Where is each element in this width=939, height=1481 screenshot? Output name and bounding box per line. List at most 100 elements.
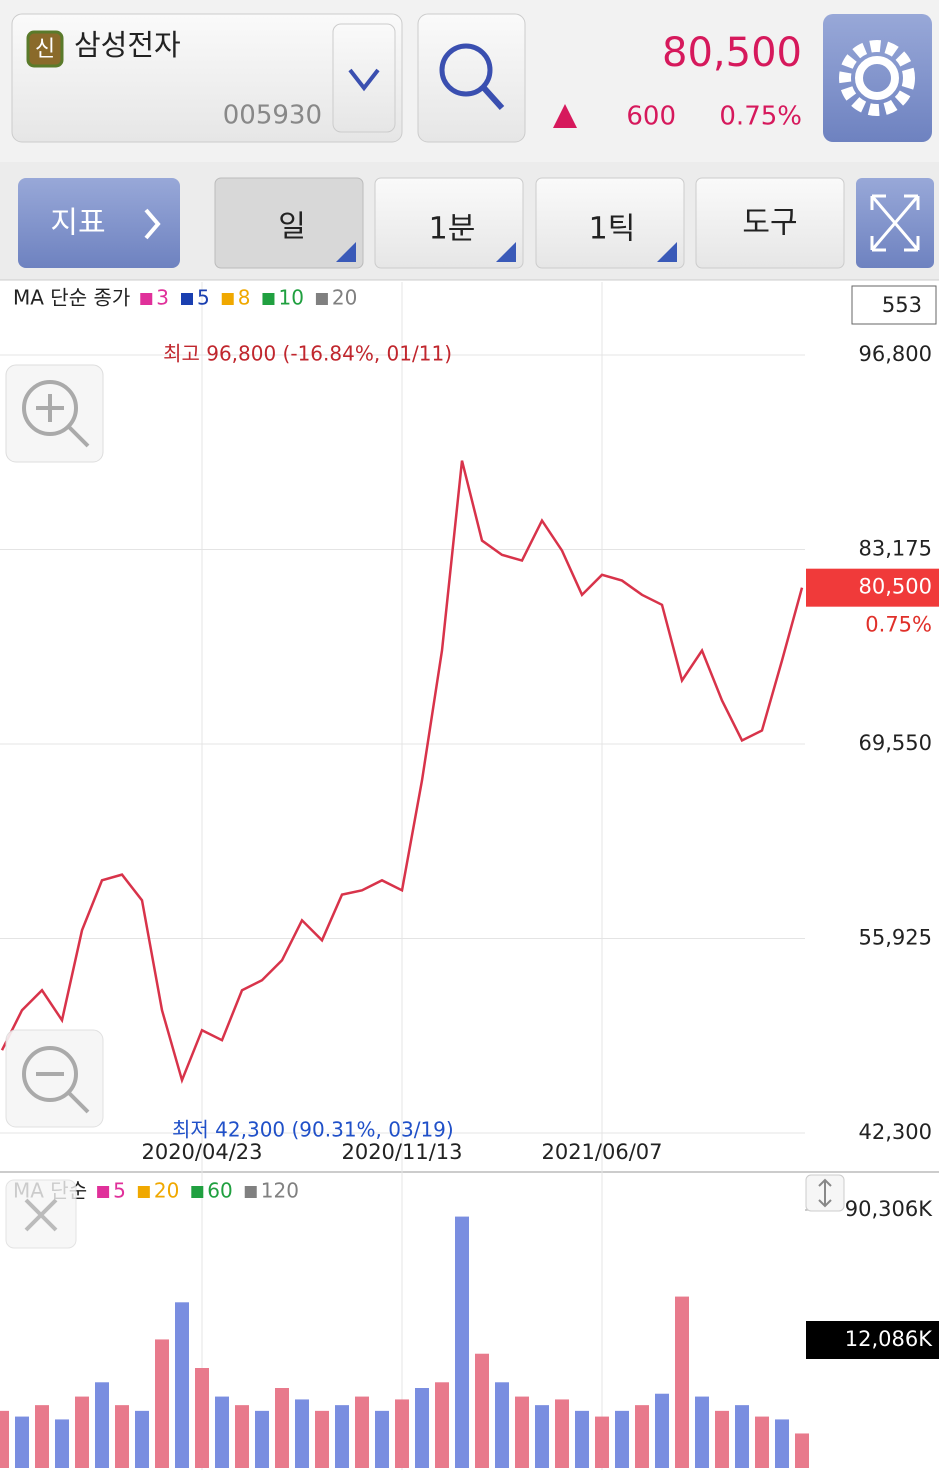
change: 600 [626,102,676,132]
volume-bar [455,1216,469,1468]
volume-bar [515,1396,529,1468]
zoom-in-icon-lines [36,394,90,448]
close-icon [24,1198,58,1232]
minute-button[interactable] [374,177,524,269]
volume-bar [335,1405,349,1468]
volume-bar [215,1396,229,1468]
volume-bar [95,1382,109,1468]
minute-label: 1분 [429,212,476,247]
plots: 2020/04/23 2020/11/13 2021/06/07 42,300 55,9… [0,282,939,1470]
legend-label: 3 [156,286,169,310]
legend-label: 5 [113,1179,126,1203]
up-arrow [553,104,577,128]
tick-label: 1틱 [589,212,636,247]
volume-bar [675,1296,689,1468]
zoom-out-icon [22,1046,78,1102]
price-marker-label: 80,500 [859,575,932,599]
search-icon [439,43,493,97]
badge [26,30,64,68]
legend-swatch [140,293,153,305]
legend-label: 5 [197,286,210,310]
tools-button[interactable] [695,177,845,269]
y-tick-label: 83,175 [859,537,932,561]
y-tick-label: 90,306K [845,1197,933,1221]
volume-bar [135,1410,149,1468]
legend-swatch [181,293,193,305]
volume-bar [555,1399,569,1468]
zoom-out-button[interactable] [5,1029,104,1128]
volume-bar [615,1410,629,1468]
resize-icon [818,1178,832,1208]
legend-label: 20 [154,1179,179,1203]
volume-bar [315,1410,329,1468]
period-buttons [214,177,845,269]
legend-swatch [221,293,234,305]
zoom-in-icon [22,380,78,436]
search-button[interactable] [417,13,526,143]
volume-bar [115,1405,129,1468]
volume-bar [75,1396,89,1468]
dropdown-button[interactable] [332,23,396,133]
legend-swatch [97,1186,110,1198]
volume-bar [375,1410,389,1468]
legend-swatch [315,293,328,305]
price-line [0,460,804,1085]
legend-label: 8 [238,286,251,310]
corner-mark [336,242,356,262]
corner-mark [496,242,516,262]
stock-name: 삼성전자 [74,28,181,62]
stock-code: 005930 [223,101,322,131]
volume-bar [435,1382,449,1468]
x-tick-label: 2021/06/07 [541,1140,662,1164]
settings-button[interactable] [823,14,932,142]
current-volume-box [806,1321,939,1359]
zoom-out-icon-lines [36,1072,90,1114]
volume-bar [55,1419,69,1468]
volume-bar [415,1388,429,1468]
volume-bar [715,1410,729,1468]
volume-bar [735,1405,749,1468]
y-tick-label: 55,925 [859,926,932,950]
volume-bar [475,1353,489,1468]
legend-swatch [244,1186,257,1198]
y-tick-label: 42,300 [859,1120,932,1144]
gear-icon [839,40,915,116]
count-box [851,285,937,325]
volume-bar [695,1396,709,1468]
volume-bar [175,1302,189,1468]
volume-bar [775,1419,789,1468]
tools-label: 도구 [742,206,797,241]
legend-swatch [137,1186,150,1198]
volume-bar [795,1433,809,1468]
day-button[interactable] [214,177,364,269]
price-marker [806,568,939,607]
indicator-button[interactable] [18,178,180,268]
tick-button[interactable] [535,177,685,269]
volume-bar [755,1416,769,1468]
legend-title: MA 단순 종가 [13,286,130,310]
zoom-in-button[interactable] [5,364,104,463]
volume-bar [295,1399,309,1468]
chevron-icon [348,68,380,92]
volume-bar [0,1410,9,1468]
volume-bar [15,1416,29,1468]
legend-swatch [262,293,275,305]
y-tick-label: 69,550 [859,731,932,755]
stock-box[interactable] [11,13,403,143]
x-tick-label: 2020/04/23 [141,1140,262,1164]
volume-bar [155,1339,169,1468]
volume-bar [655,1393,669,1468]
legend-label: 10 [278,286,303,310]
indicator-arrow [144,208,161,240]
volume-bar [255,1410,269,1468]
legend-label: 60 [207,1179,232,1203]
volume-bar [495,1382,509,1468]
current-volume-label: 12,086K [845,1327,933,1351]
expand-icon [870,194,920,252]
badge-text: 신 [35,37,55,62]
search-icon-handle [481,85,505,111]
legend-label: 120 [261,1179,299,1203]
volume-bar [275,1388,289,1468]
